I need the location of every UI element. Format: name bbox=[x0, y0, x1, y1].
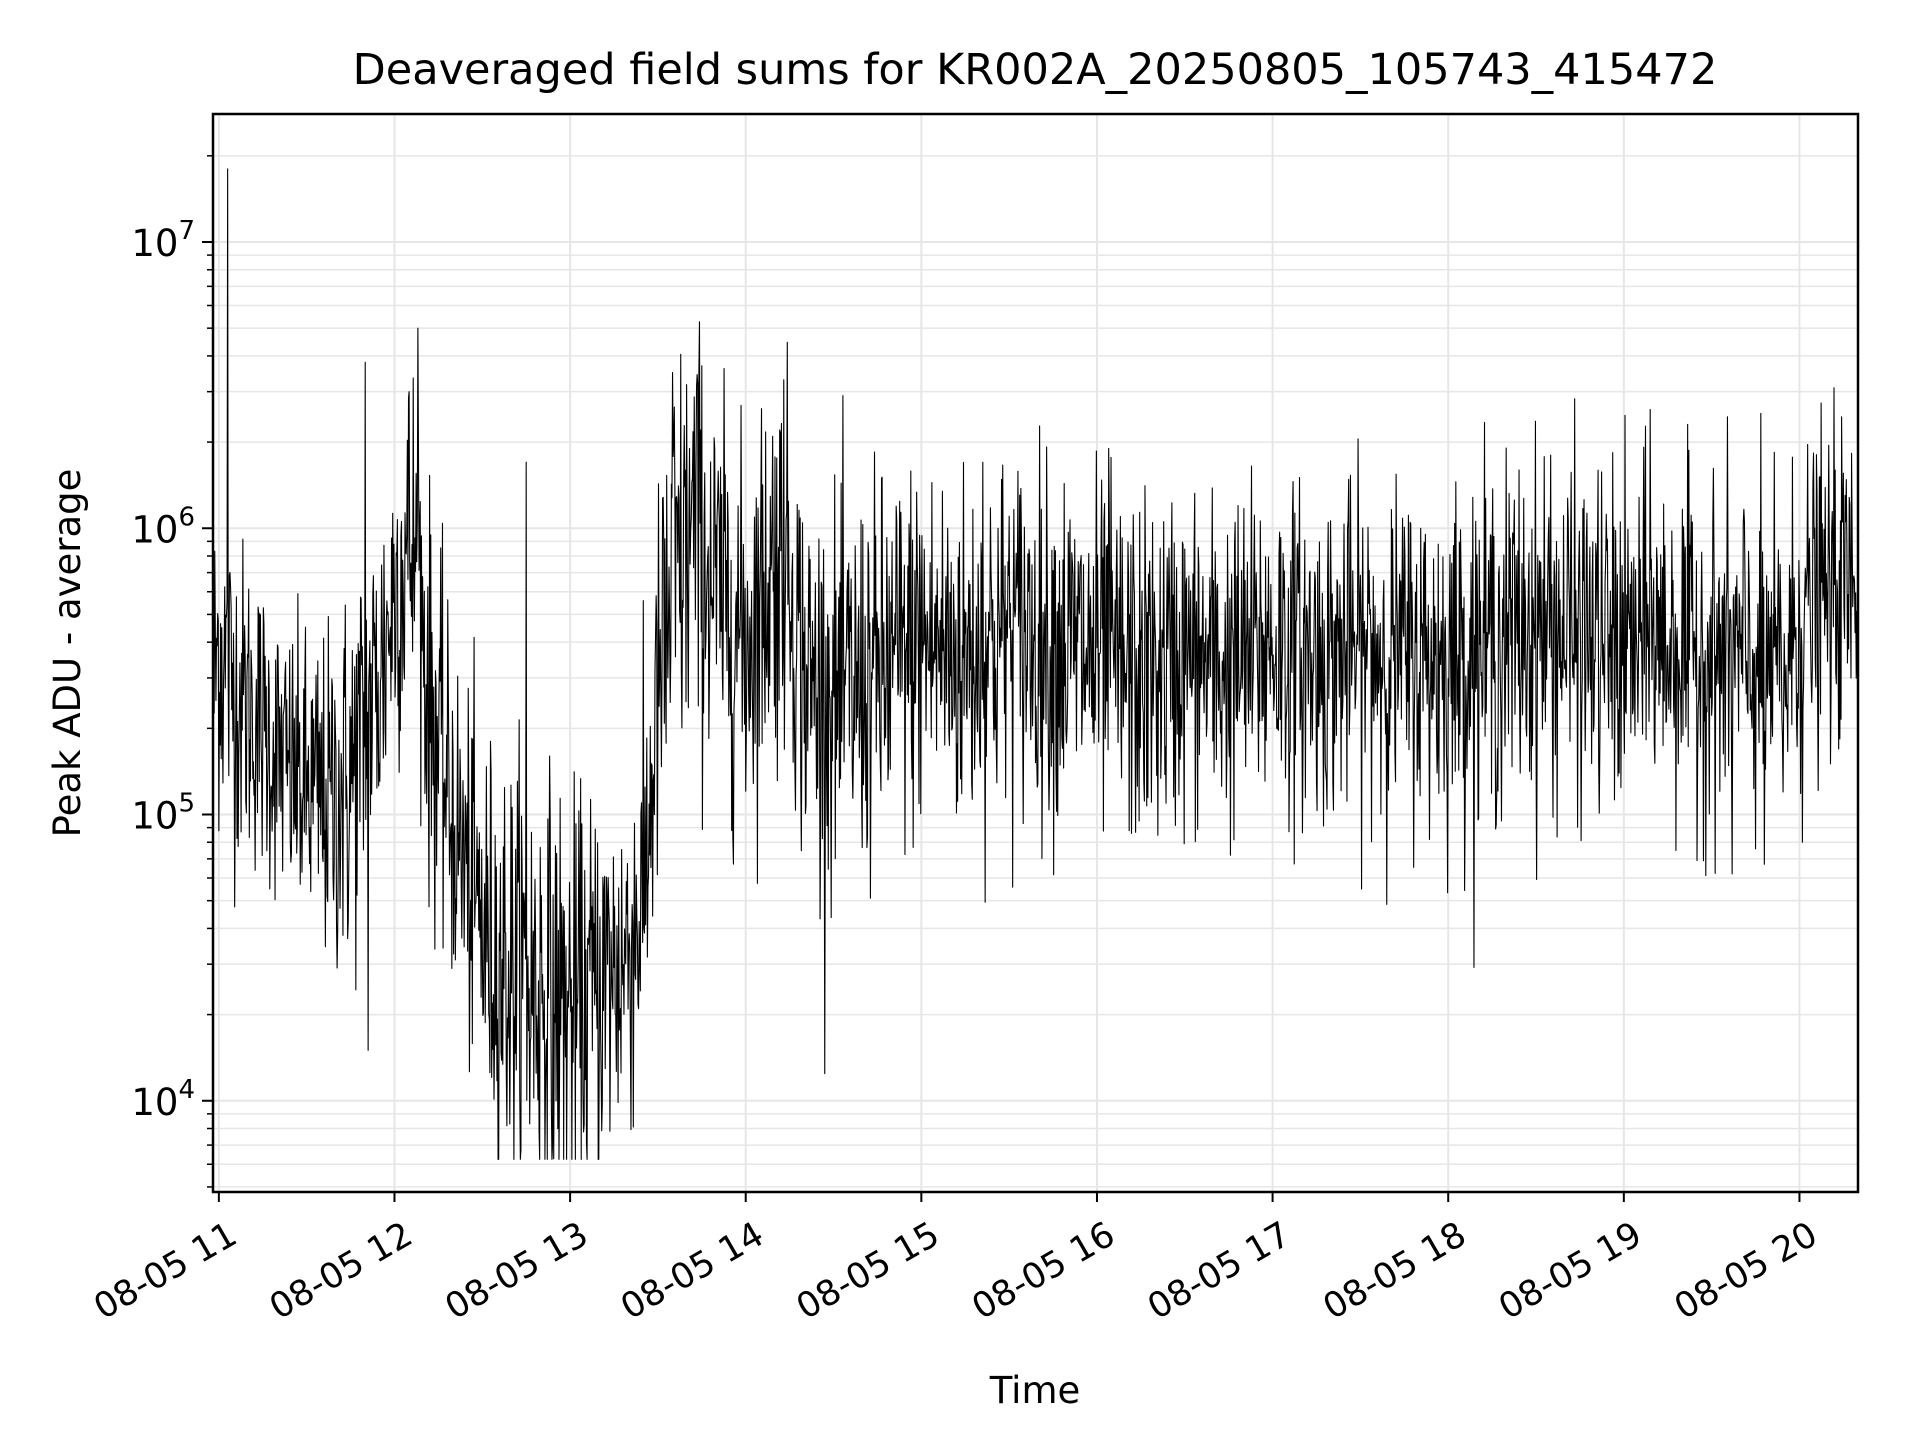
chart-title: Deaveraged field sums for KR002A_2025080… bbox=[353, 45, 1718, 95]
y-tick-exponent: 5 bbox=[178, 789, 195, 819]
plot-area-frame bbox=[211, 112, 1860, 1194]
data-line-path bbox=[212, 168, 1858, 1160]
y-tick-exponent: 7 bbox=[178, 216, 195, 246]
y-axis-label: Peak ADU - average bbox=[46, 469, 89, 838]
y-tick-exponent: 6 bbox=[178, 502, 195, 532]
x-axis-label: Time bbox=[989, 1369, 1081, 1412]
y-tick-exponent: 4 bbox=[178, 1075, 195, 1105]
data-line-series bbox=[212, 168, 1858, 1160]
